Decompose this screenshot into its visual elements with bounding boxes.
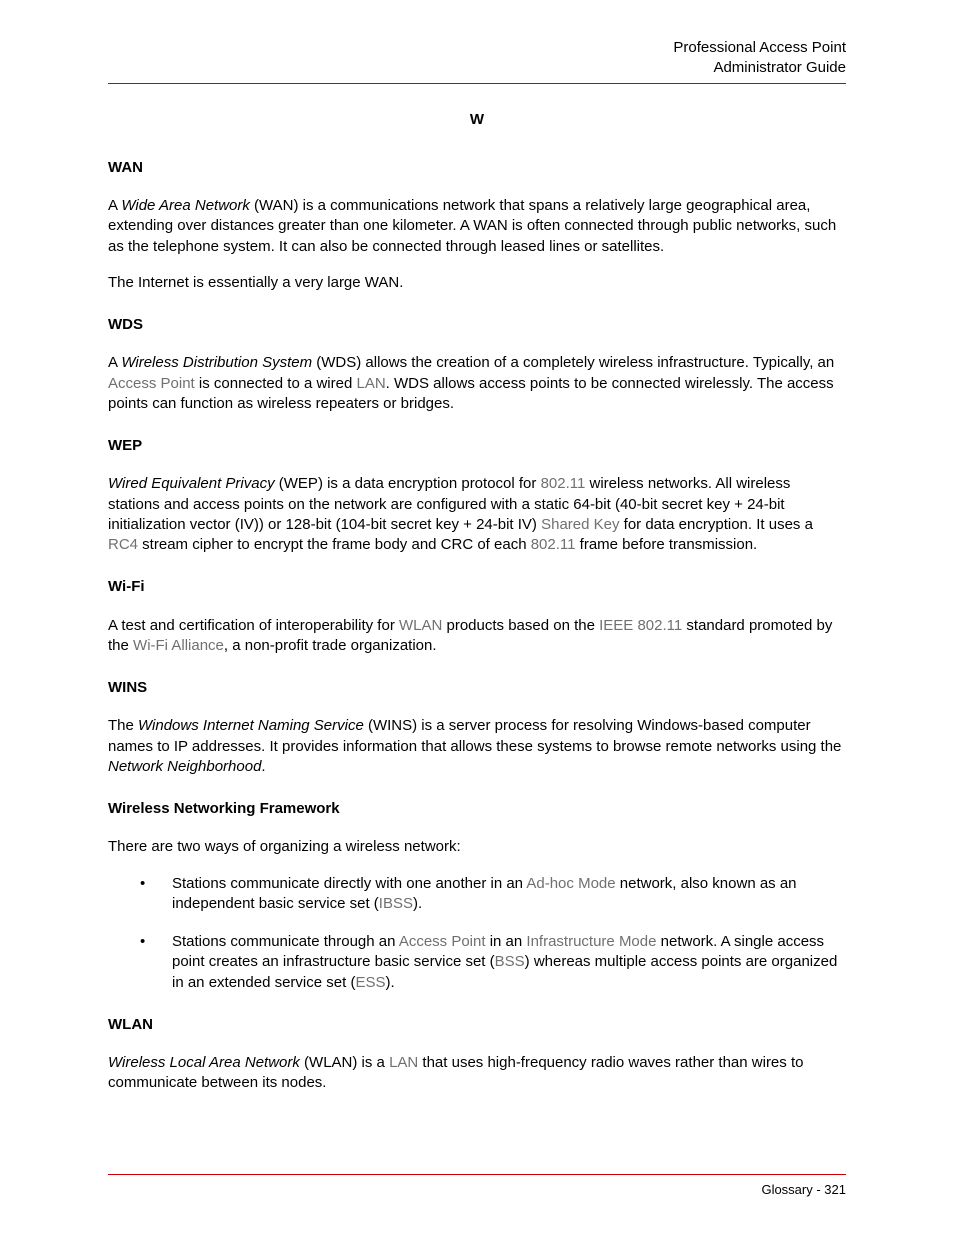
wep-paragraph-1: Wired Equivalent Privacy (WEP) is a data…: [108, 474, 846, 555]
wnf-paragraph-1: There are two ways of organizing a wirel…: [108, 837, 846, 857]
link-access-point-2[interactable]: Access Point: [399, 933, 486, 950]
link-80211-c[interactable]: 802.11: [637, 617, 682, 634]
wifi-paragraph-1: A test and certification of interoperabi…: [108, 616, 846, 657]
wlan-term: Wireless Local Area Network: [108, 1054, 300, 1071]
wnf-bullet-list: Stations communicate directly with one a…: [108, 874, 846, 993]
section-letter: W: [108, 110, 846, 130]
network-neighborhood-term: Network Neighborhood: [108, 758, 261, 775]
link-80211-b[interactable]: 802.11: [531, 536, 576, 553]
wins-term: Windows Internet Naming Service: [138, 717, 364, 734]
footer-label: Glossary - 321: [761, 1182, 846, 1197]
heading-wlan: WLAN: [108, 1015, 846, 1035]
link-wlan[interactable]: WLAN: [399, 617, 442, 634]
wins-paragraph-1: The Windows Internet Naming Service (WIN…: [108, 716, 846, 777]
link-infrastructure-mode[interactable]: Infrastructure Mode: [526, 933, 656, 950]
wan-paragraph-1: A Wide Area Network (WAN) is a communica…: [108, 196, 846, 257]
wnf-bullet-2: Stations communicate through an Access P…: [108, 932, 846, 993]
link-80211-a[interactable]: 802.11: [541, 475, 586, 492]
wnf-bullet-1: Stations communicate directly with one a…: [108, 874, 846, 915]
wds-paragraph-1: A Wireless Distribution System (WDS) all…: [108, 353, 846, 414]
page-footer: Glossary - 321: [108, 1174, 846, 1199]
link-lan-2[interactable]: LAN: [389, 1054, 418, 1071]
link-ibss[interactable]: IBSS: [379, 895, 413, 912]
link-shared-key[interactable]: Shared Key: [541, 516, 619, 533]
heading-wins: WINS: [108, 678, 846, 698]
page-header: Professional Access Point Administrator …: [108, 38, 846, 84]
wan-term: Wide Area Network: [121, 197, 250, 214]
heading-wds: WDS: [108, 315, 846, 335]
link-ess[interactable]: ESS: [355, 974, 385, 991]
link-adhoc-mode[interactable]: Ad-hoc Mode: [526, 875, 615, 892]
link-ieee[interactable]: IEEE: [599, 617, 633, 634]
link-rc4[interactable]: RC4: [108, 536, 138, 553]
link-access-point[interactable]: Access Point: [108, 375, 195, 392]
wlan-paragraph-1: Wireless Local Area Network (WLAN) is a …: [108, 1053, 846, 1094]
header-line-2: Administrator Guide: [713, 59, 846, 76]
wan-paragraph-2: The Internet is essentially a very large…: [108, 273, 846, 293]
header-line-1: Professional Access Point: [673, 39, 846, 56]
wds-term: Wireless Distribution System: [121, 354, 312, 371]
heading-wnf: Wireless Networking Framework: [108, 799, 846, 819]
wep-term: Wired Equivalent Privacy: [108, 475, 275, 492]
heading-wan: WAN: [108, 158, 846, 178]
link-lan[interactable]: LAN: [356, 375, 385, 392]
link-bss[interactable]: BSS: [495, 953, 525, 970]
heading-wep: WEP: [108, 436, 846, 456]
link-wifi-alliance[interactable]: Wi-Fi Alliance: [133, 637, 224, 654]
heading-wifi: Wi-Fi: [108, 577, 846, 597]
